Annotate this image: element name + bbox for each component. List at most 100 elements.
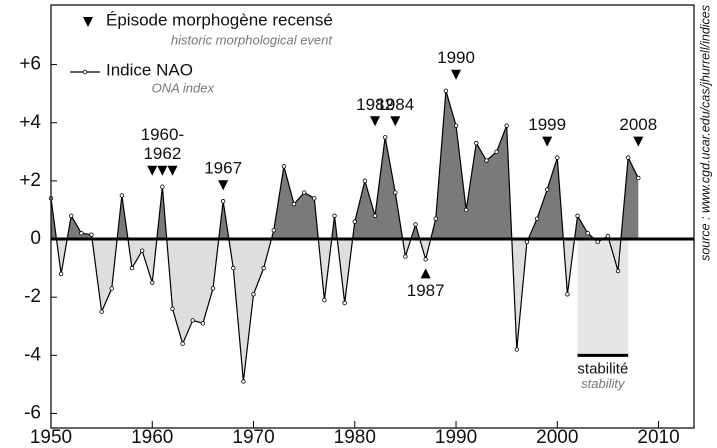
y-tick-label: 0: [30, 228, 41, 249]
nao-point: [342, 300, 347, 306]
nao-point: [575, 213, 580, 218]
event-label: 1982: [356, 95, 394, 114]
event-label: 1990: [437, 48, 475, 67]
y-tick-label: +6: [19, 54, 41, 75]
nao-point: [301, 190, 307, 195]
event-label: 2008: [619, 115, 657, 134]
nao-point: [555, 155, 560, 160]
x-tick-label: 2010: [637, 427, 679, 448]
nao-point: [615, 268, 621, 274]
nao-point: [332, 213, 337, 218]
stability-sublabel: stability: [581, 376, 626, 391]
nao-point: [443, 88, 449, 93]
x-tick-label: 1990: [435, 427, 477, 448]
legend-sublabel: historic morphological event: [171, 32, 334, 47]
nao-point: [463, 207, 469, 213]
y-tick-label: -4: [24, 344, 41, 365]
plot-frame: [50, 4, 695, 429]
x-tick-label: 1960: [131, 427, 173, 448]
nao-point: [190, 318, 195, 323]
event-label: 1999: [528, 115, 566, 134]
y-tick-label: -2: [24, 286, 41, 307]
event-label: 1960-: [141, 125, 184, 144]
nao-point: [494, 149, 499, 155]
x-tick-label: 1970: [232, 427, 274, 448]
nao-point: [393, 190, 398, 195]
stability-zone: [577, 239, 629, 356]
nao-point: [565, 292, 570, 297]
nao-point: [352, 219, 357, 224]
nao-point: [382, 135, 388, 140]
nao-point: [453, 123, 459, 128]
event-marker: [147, 165, 158, 176]
x-tick-label: 1980: [334, 427, 376, 448]
nao-point: [403, 254, 408, 259]
nao-point: [150, 280, 155, 285]
event-label: 1984: [376, 95, 414, 114]
nao-point: [605, 233, 611, 239]
nao-point: [69, 213, 74, 218]
nao-point: [372, 213, 378, 218]
nao-point: [129, 265, 135, 271]
nao-point: [595, 239, 601, 245]
nao-point: [119, 193, 125, 198]
event-marker: [633, 136, 644, 147]
nao-point: [423, 257, 428, 262]
event-marker: [451, 69, 462, 80]
nao-point: [251, 292, 256, 297]
negative-area: [51, 239, 639, 382]
nao-point: [636, 175, 641, 181]
nao-point: [312, 196, 317, 201]
event-label: 1962: [143, 144, 181, 163]
y-tick-label: +4: [19, 112, 41, 133]
event-marker: [167, 165, 178, 176]
event-marker: [420, 268, 431, 279]
x-tick-label: 1950: [30, 427, 72, 448]
event-marker: [218, 180, 229, 191]
legend-label: Épisode morphogène recensé: [106, 10, 333, 29]
source-note: source : www.cgd.ucar.edu/cas/jhurrell/i…: [698, 5, 712, 261]
event-label: 1987: [407, 281, 445, 300]
y-tick-label: -6: [24, 402, 41, 423]
nao-point: [524, 239, 530, 245]
nao-point: [281, 164, 287, 169]
nao-point: [200, 321, 206, 326]
event-marker: [157, 165, 168, 176]
nao-point: [625, 155, 631, 160]
nao-point: [322, 297, 327, 303]
nao-point: [362, 178, 368, 184]
nao-point: [504, 123, 509, 128]
nao-point: [291, 201, 297, 207]
nao-point: [210, 286, 216, 291]
nao-point: [544, 187, 550, 192]
nao-point: [585, 231, 590, 236]
legend-label: Indice NAO: [106, 60, 193, 79]
nao-point: [79, 231, 84, 236]
nao-point: [139, 248, 145, 253]
nao-point: [433, 216, 438, 221]
stability-label: stabilité: [577, 360, 628, 377]
nao-point: [271, 228, 276, 233]
nao-point: [474, 140, 479, 146]
nao-point: [231, 265, 236, 271]
nao-point: [99, 309, 104, 314]
nao-point: [220, 199, 226, 204]
nao-point: [109, 286, 114, 291]
event-marker: [542, 136, 553, 147]
nao-point: [514, 347, 519, 352]
nao-point: [241, 379, 246, 384]
nao-point: [261, 265, 266, 271]
event-marker: [370, 116, 381, 127]
legend-point: [82, 69, 88, 75]
nao-point: [534, 216, 540, 221]
nao-point: [160, 184, 165, 189]
event-marker: [390, 116, 401, 127]
nao-point: [413, 222, 418, 227]
event-label: 1967: [204, 159, 242, 178]
nao-point: [170, 306, 175, 312]
positive-area: [51, 90, 639, 240]
y-tick-label: +2: [19, 170, 41, 191]
event-marker: [83, 17, 93, 27]
nao-point: [180, 341, 185, 346]
